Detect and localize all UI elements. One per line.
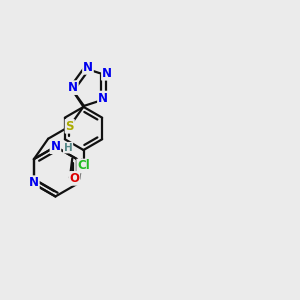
Text: Cl: Cl — [77, 159, 90, 172]
Text: N: N — [102, 67, 112, 80]
Text: N: N — [68, 81, 78, 94]
Text: O: O — [70, 172, 80, 185]
Text: N: N — [98, 92, 108, 104]
Text: N: N — [83, 61, 93, 74]
Text: N: N — [29, 176, 39, 189]
Text: H: H — [64, 143, 72, 153]
Text: S: S — [65, 120, 74, 133]
Text: N: N — [50, 140, 60, 153]
